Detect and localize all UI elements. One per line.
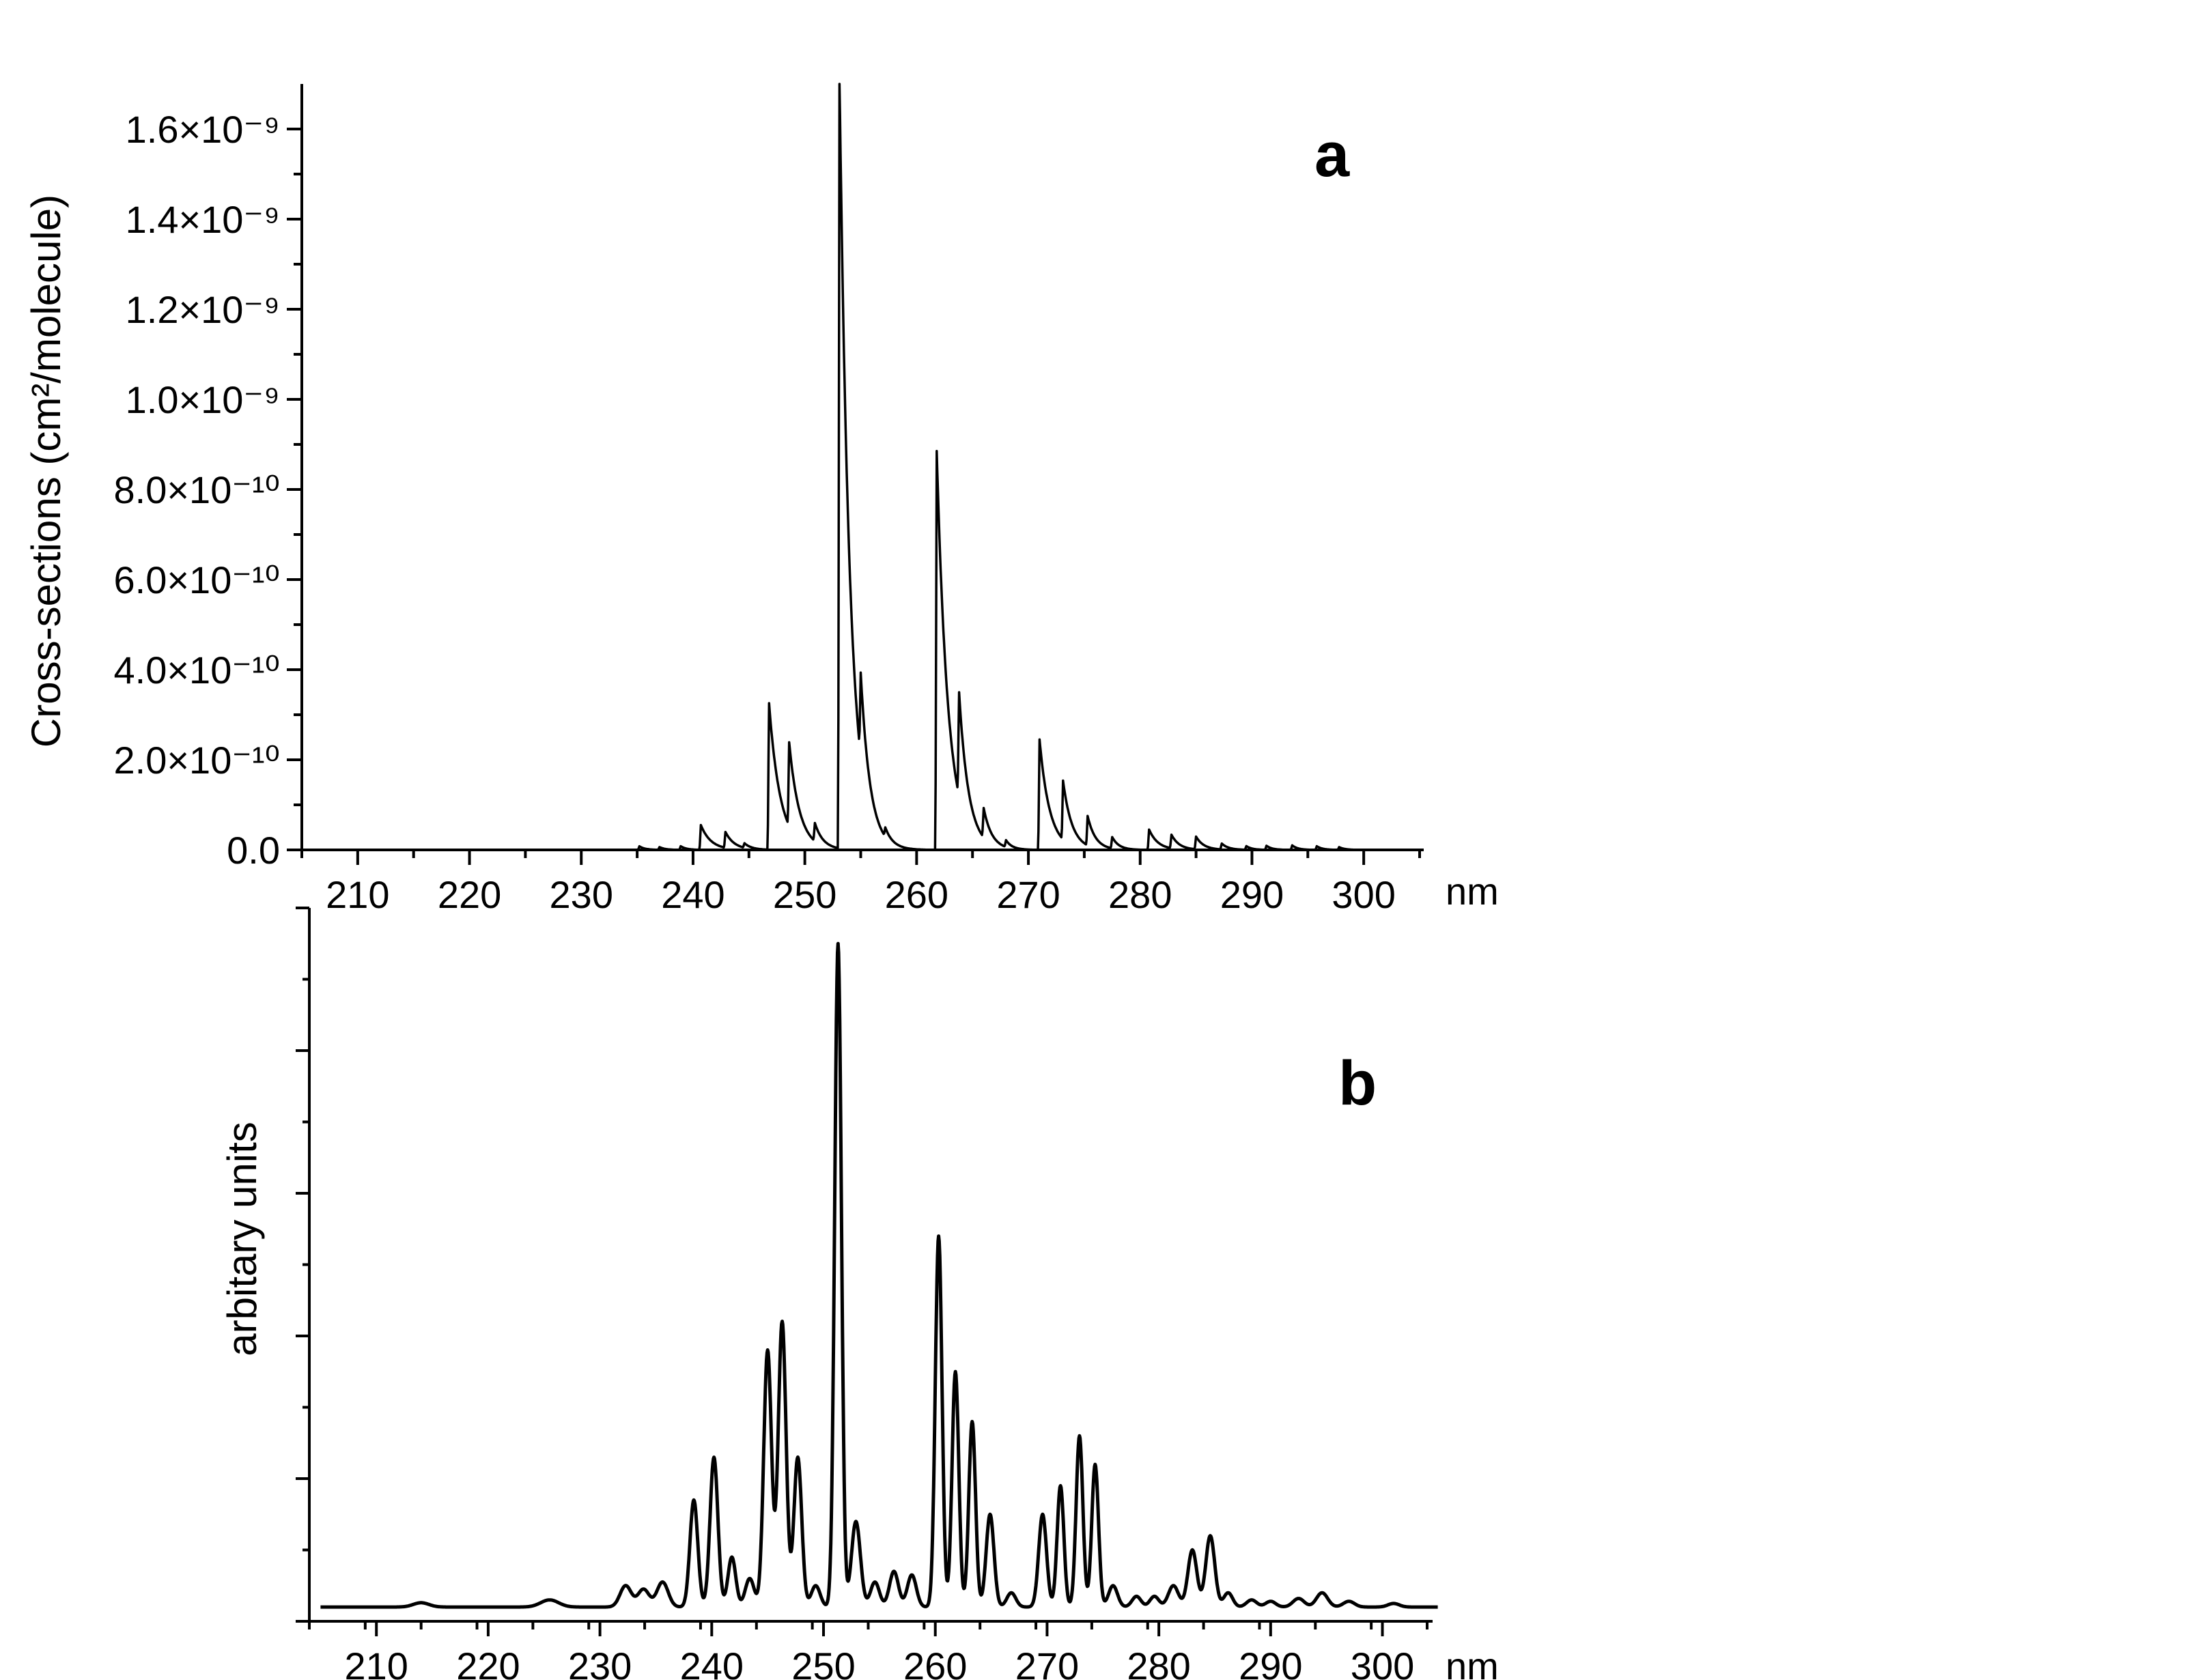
x-tick-label: 260 xyxy=(903,1645,967,1680)
x-tick-label: 250 xyxy=(791,1645,855,1680)
x-tick-label: 290 xyxy=(1239,1645,1302,1680)
x-tick-label: 270 xyxy=(1015,1645,1079,1680)
panel-a-y-ticks: 0.0 2.0×10⁻¹⁰ 4.0×10⁻¹⁰ 6.0×10⁻¹⁰ 8.0×10⁻¹⁰ 1… xyxy=(114,108,302,872)
panel-b-x-unit-label: nm xyxy=(1446,1645,1499,1680)
panel-a-x-ticks: 210 220 230 240 250 260 270 280 290 300 xyxy=(300,850,1421,916)
panel-a-letter: a xyxy=(1314,120,1350,190)
x-tick-label: 230 xyxy=(568,1645,632,1680)
x-tick-label: 280 xyxy=(1127,1645,1190,1680)
panel-a-spectrum-line xyxy=(290,83,1359,851)
y-tick-label: 1.2×10⁻⁹ xyxy=(126,288,280,331)
x-tick-label: 210 xyxy=(345,1645,408,1680)
x-tick-label: 300 xyxy=(1351,1645,1414,1680)
panel-b-letter: b xyxy=(1338,1049,1377,1118)
x-tick-label: 210 xyxy=(326,873,389,916)
x-tick-label: 220 xyxy=(438,873,501,916)
panel-b-x-ticks: 210 220 230 240 250 260 270 280 290 300 xyxy=(308,1621,1428,1680)
panel-a-x-unit-label: nm xyxy=(1446,870,1499,913)
y-tick-label: 6.0×10⁻¹⁰ xyxy=(114,558,281,601)
x-tick-label: 230 xyxy=(550,873,613,916)
y-tick-label: 4.0×10⁻¹⁰ xyxy=(114,649,281,692)
x-tick-label: 300 xyxy=(1332,873,1395,916)
x-tick-label: 250 xyxy=(773,873,836,916)
panel-b-y-axis-title: arbitary units xyxy=(219,1122,265,1356)
x-tick-label: 280 xyxy=(1108,873,1172,916)
x-tick-label: 290 xyxy=(1220,873,1284,916)
x-tick-label: 260 xyxy=(885,873,948,916)
panel-a: 210 220 230 240 250 260 270 280 290 300 0.0 2.0×10… xyxy=(23,83,1499,916)
y-tick-label: 8.0×10⁻¹⁰ xyxy=(114,468,281,511)
x-tick-label: 240 xyxy=(661,873,724,916)
y-tick-label: 1.0×10⁻⁹ xyxy=(126,378,280,421)
x-tick-label: 240 xyxy=(680,1645,744,1680)
y-tick-label: 0.0 xyxy=(227,829,280,872)
x-tick-label: 270 xyxy=(996,873,1060,916)
x-tick-label: 220 xyxy=(456,1645,520,1680)
y-tick-label: 2.0×10⁻¹⁰ xyxy=(114,739,281,782)
panel-a-y-axis-title: Cross-sections (cm²/molecule) xyxy=(23,195,69,748)
panel-b-spectrum-line xyxy=(319,941,1439,1609)
y-tick-label: 1.6×10⁻⁹ xyxy=(126,108,280,151)
panel-b-y-ticks xyxy=(296,907,309,1623)
y-tick-label: 1.4×10⁻⁹ xyxy=(126,198,280,241)
panel-b: 210 220 230 240 250 260 270 280 290 300 arbitary … xyxy=(219,907,1499,1680)
